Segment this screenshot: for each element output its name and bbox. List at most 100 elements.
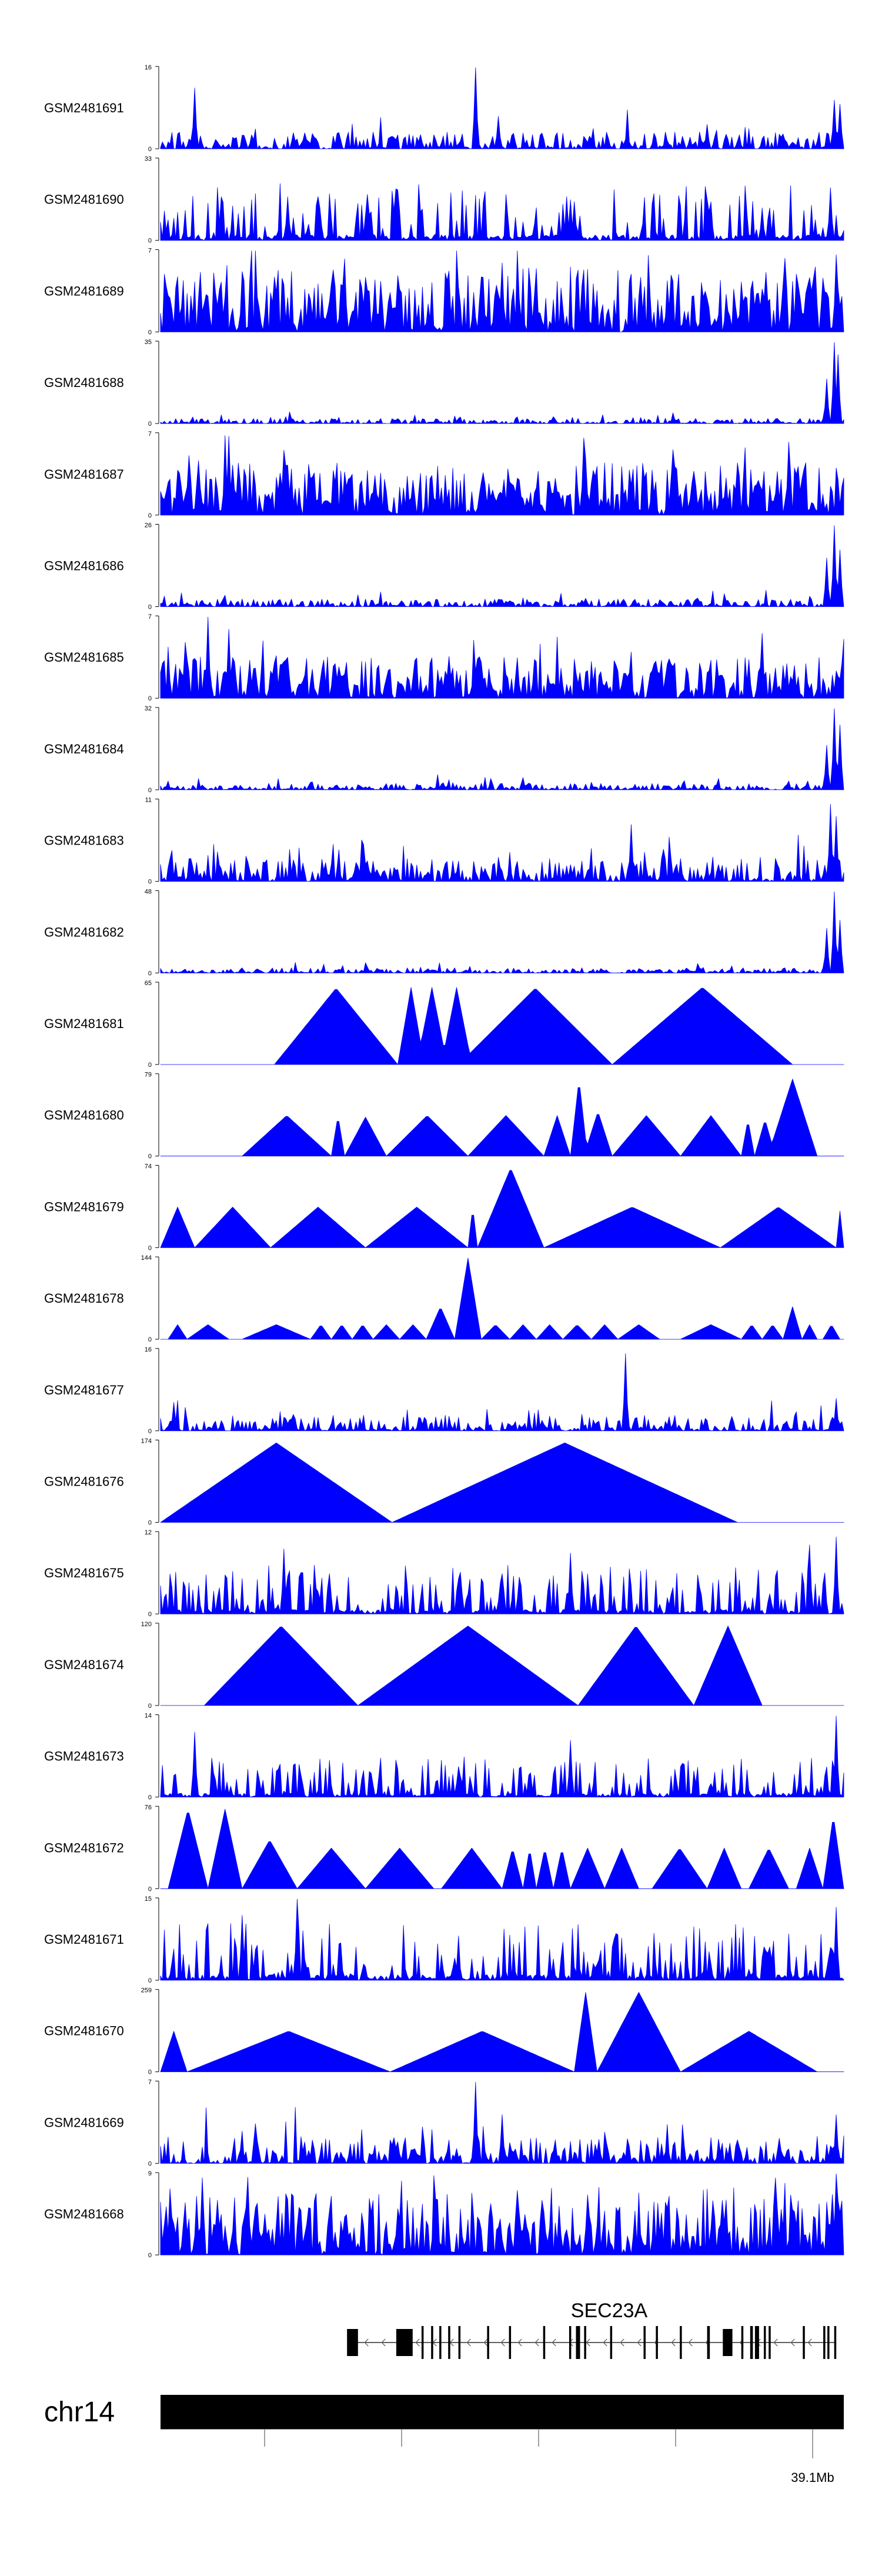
y-axis-zero-label: 0 (148, 1336, 152, 1343)
exon-17 (680, 2326, 682, 2359)
strand-arrow (415, 2338, 420, 2347)
coverage-area (160, 1626, 844, 1706)
strand-arrow (773, 2338, 778, 2347)
strand-arrow (517, 2338, 522, 2347)
strand-arrow (671, 2338, 676, 2347)
exon-15 (643, 2326, 646, 2359)
exon-20 (741, 2326, 744, 2359)
strand-arrow (637, 2338, 642, 2347)
coverage-area (160, 525, 844, 607)
strand-arrow (552, 2338, 556, 2347)
y-axis-max-label: 26 (145, 522, 152, 529)
coverage-area (160, 804, 844, 882)
y-axis-max-label: 7 (148, 431, 152, 438)
exon-6 (448, 2326, 450, 2359)
track-GSM2481691: GSM2481691 16 0 (44, 64, 844, 153)
track-GSM2481677: GSM2481677 16 0 (44, 1346, 844, 1435)
exon-24 (769, 2326, 771, 2359)
y-axis-zero-label: 0 (148, 970, 152, 977)
y-axis-zero-label: 0 (148, 1244, 152, 1252)
track-GSM2481685: GSM2481685 7 0 (44, 613, 844, 702)
y-axis-max-label: 174 (141, 1438, 152, 1445)
exon-10 (543, 2326, 546, 2359)
track-label: GSM2481685 (44, 650, 124, 665)
track-GSM2481678: GSM2481678 144 0 (44, 1254, 844, 1343)
y-axis-max-label: 7 (148, 613, 152, 620)
coverage-area (160, 891, 844, 973)
track-GSM2481680: GSM2481680 79 0 (44, 1072, 844, 1160)
y-axis-max-label: 7 (148, 247, 152, 254)
y-axis-zero-label: 0 (148, 1520, 152, 1527)
y-axis-max-label: 7 (148, 2078, 152, 2086)
track-label: GSM2481686 (44, 559, 124, 573)
gene-exons (347, 2326, 837, 2359)
y-axis-zero-label: 0 (148, 695, 152, 702)
strand-arrow (483, 2338, 488, 2347)
y-axis-zero-label: 0 (148, 2160, 152, 2167)
track-label: GSM2481690 (44, 192, 124, 207)
y-axis-max-label: 16 (145, 64, 152, 71)
exon-14 (610, 2326, 613, 2359)
track-label: GSM2481673 (44, 1749, 124, 1764)
track-label: GSM2481668 (44, 2207, 124, 2221)
track-label: GSM2481681 (44, 1016, 124, 1031)
coverage-area (160, 1353, 844, 1432)
y-axis-max-label: 76 (145, 1804, 152, 1811)
track-label: GSM2481674 (44, 1657, 124, 1672)
track-GSM2481679: GSM2481679 74 0 (44, 1163, 844, 1252)
strand-arrow (807, 2338, 812, 2347)
y-axis-max-label: 32 (145, 705, 152, 712)
coverage-area (160, 1442, 844, 1523)
track-label: GSM2481675 (44, 1566, 124, 1580)
y-axis-zero-label: 0 (148, 1153, 152, 1160)
y-axis-max-label: 120 (141, 1621, 152, 1628)
exon-16 (656, 2326, 658, 2359)
coverage-area (160, 2173, 844, 2255)
y-axis-zero-label: 0 (148, 512, 152, 519)
track-GSM2481690: GSM2481690 33 0 (44, 156, 844, 245)
exon-3 (421, 2326, 424, 2359)
gene-annotation-track: SEC23A (347, 2300, 837, 2359)
strand-arrow (534, 2338, 539, 2347)
y-axis-max-label: 9 (148, 2170, 152, 2177)
y-axis-zero-label: 0 (148, 238, 152, 245)
coverage-area (160, 1170, 844, 1248)
coverage-area (160, 342, 844, 424)
track-GSM2481671: GSM2481671 15 0 (44, 1896, 844, 1984)
track-GSM2481674: GSM2481674 120 0 (44, 1621, 844, 1710)
y-axis-zero-label: 0 (148, 329, 152, 336)
coverage-area (160, 67, 844, 149)
exon-18 (707, 2326, 710, 2359)
y-axis-max-label: 16 (145, 1346, 152, 1353)
y-axis-zero-label: 0 (148, 421, 152, 428)
exon-7 (458, 2326, 461, 2359)
y-axis-zero-label: 0 (148, 1611, 152, 1618)
exon-26 (823, 2326, 826, 2359)
y-axis-zero-label: 0 (148, 1886, 152, 1893)
track-label: GSM2481687 (44, 467, 124, 482)
coverage-area (160, 1716, 844, 1797)
y-axis-max-label: 33 (145, 156, 152, 163)
y-axis-zero-label: 0 (148, 2069, 152, 2076)
gene-label: SEC23A (571, 2300, 648, 2322)
y-axis-max-label: 15 (145, 1896, 152, 1903)
track-label: GSM2481691 (44, 101, 124, 115)
track-GSM2481684: GSM2481684 32 0 (44, 705, 844, 794)
track-GSM2481689: GSM2481689 7 0 (44, 247, 844, 336)
exon-9 (509, 2326, 512, 2359)
coverage-area (160, 1898, 844, 1981)
track-label: GSM2481670 (44, 2024, 124, 2038)
track-label: GSM2481672 (44, 1840, 124, 1855)
coverage-tracks: GSM2481691160GSM2481690330GSM248168970GS… (44, 64, 844, 2259)
y-axis-zero-label: 0 (148, 1977, 152, 1984)
exon-28 (834, 2326, 837, 2359)
coverage-area (160, 616, 844, 699)
coverage-area (160, 183, 844, 241)
track-label: GSM2481689 (44, 283, 124, 298)
chromosome-tick-label: 39.1Mb (791, 2470, 834, 2485)
y-axis-max-label: 74 (145, 1163, 152, 1170)
exon-12 (576, 2326, 580, 2359)
exon-27 (827, 2326, 830, 2359)
coverage-area (160, 1536, 844, 1614)
exon-1 (347, 2329, 358, 2356)
